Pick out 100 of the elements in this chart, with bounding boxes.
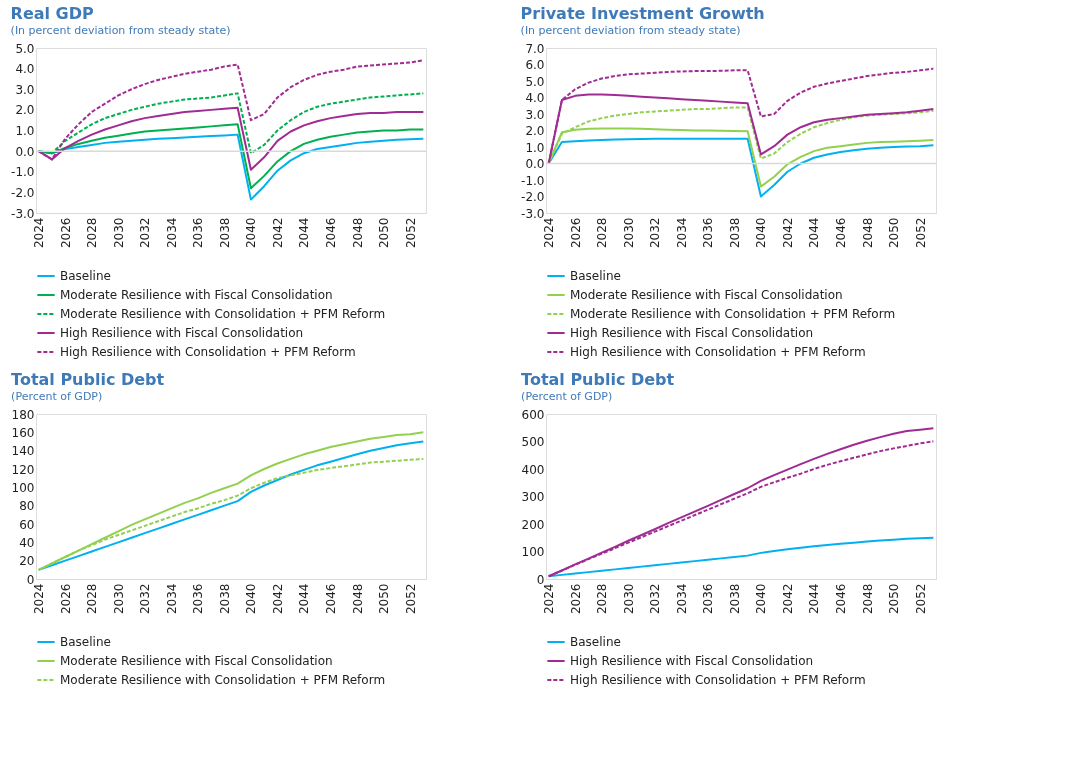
- x-tick-label: 2038: [727, 583, 742, 615]
- y-tick-label: -2.0: [521, 190, 545, 204]
- x-tick-label: 2050: [377, 217, 392, 249]
- x-tick-label: 2038: [727, 217, 742, 249]
- x-tick-label: 2046: [323, 583, 338, 615]
- chart-subtitle: (Percent of GDP): [11, 390, 103, 403]
- x-tick-label: 2026: [568, 583, 583, 615]
- x-tick-label: 2026: [568, 217, 583, 249]
- legend-label: Baseline: [570, 635, 621, 649]
- y-tick-label: 2.0: [15, 103, 35, 118]
- x-tick-label: 2040: [244, 217, 259, 249]
- x-tick-label: 2032: [648, 583, 663, 615]
- y-tick-label: 1.0: [525, 140, 545, 155]
- y-tick-label: 6.0: [525, 58, 545, 72]
- y-tick-label: 4.0: [525, 91, 545, 105]
- y-tick-label: 400: [521, 462, 545, 477]
- x-tick-label: 2044: [807, 217, 822, 249]
- y-tick-label: 1.0: [15, 124, 35, 138]
- x-tick-label: 2036: [191, 583, 206, 615]
- y-tick-label: 80: [19, 499, 35, 514]
- y-tick-label: 2.0: [525, 124, 545, 138]
- x-tick-label: 2050: [377, 583, 392, 615]
- legend-label: High Resilience with Fiscal Consolidation: [570, 326, 814, 340]
- x-tick-label: 2046: [323, 217, 338, 249]
- x-tick-label: 2032: [138, 217, 153, 249]
- x-tick-label: 2042: [270, 217, 285, 249]
- x-tick-label: 2028: [595, 217, 610, 249]
- legend-label: High Resilience with Fiscal Consolidation: [60, 326, 304, 340]
- x-tick-label: 2042: [780, 583, 795, 615]
- x-tick-label: 2048: [860, 583, 875, 615]
- x-tick-label: 2024: [542, 583, 557, 615]
- y-tick-label: 3.0: [525, 107, 545, 122]
- x-tick-label: 2038: [217, 217, 232, 249]
- legend-label: High Resilience with Fiscal Consolidation: [570, 654, 814, 668]
- legend-label: Moderate Resilience with Consolidation + PFM Reform: [60, 673, 386, 687]
- y-tick-label: 0.0: [15, 144, 35, 159]
- y-tick-label: 20: [19, 554, 35, 569]
- x-tick-label: 2024: [542, 217, 557, 249]
- y-tick-label: -1.0: [11, 165, 35, 180]
- y-tick-label: 4.0: [15, 62, 35, 77]
- x-tick-label: 2032: [648, 217, 663, 249]
- y-tick-label: 100: [521, 545, 545, 559]
- x-tick-label: 2048: [860, 217, 875, 249]
- x-tick-label: 2030: [621, 583, 636, 615]
- x-tick-label: 2034: [164, 583, 179, 615]
- legend-label: Moderate Resilience with Fiscal Consolidation: [570, 288, 843, 302]
- x-tick-label: 2028: [595, 583, 610, 615]
- x-tick-label: 2038: [217, 583, 232, 615]
- legend-label: High Resilience with Consolidation + PFM Reform: [60, 345, 356, 359]
- x-tick-label: 2026: [58, 217, 73, 249]
- x-tick-label: 2050: [887, 583, 902, 615]
- y-tick-label: 40: [19, 535, 35, 550]
- y-tick-label: 60: [19, 517, 35, 532]
- x-tick-label: 2030: [111, 583, 126, 615]
- x-tick-label: 2040: [754, 217, 769, 249]
- x-tick-label: 2040: [754, 583, 769, 615]
- y-tick-label: 3.0: [15, 82, 35, 97]
- x-tick-label: 2024: [32, 217, 47, 249]
- y-tick-label: 300: [521, 490, 545, 504]
- y-tick-label: 100: [11, 480, 35, 495]
- legend-label: Baseline: [60, 269, 111, 283]
- chart-subtitle: (In percent deviation from steady state): [520, 24, 741, 37]
- legend-label: Moderate Resilience with Fiscal Consolidation: [60, 654, 333, 668]
- x-tick-label: 2034: [164, 217, 179, 249]
- x-tick-label: 2052: [913, 583, 928, 615]
- x-tick-label: 2032: [138, 583, 153, 615]
- chart-title: Total Public Debt: [11, 370, 165, 389]
- y-tick-label: 160: [11, 425, 35, 440]
- y-tick-label: 0: [536, 572, 545, 587]
- x-tick-label: 2046: [833, 583, 848, 615]
- y-tick-label: 5.0: [525, 74, 545, 89]
- y-tick-label: 0: [26, 572, 35, 587]
- legend-label: High Resilience with Consolidation + PFM Reform: [570, 673, 866, 687]
- x-tick-label: 2050: [887, 217, 902, 249]
- y-tick-label: 0.0: [525, 157, 545, 171]
- y-tick-label: 7.0: [525, 41, 545, 56]
- x-tick-label: 2052: [403, 217, 418, 249]
- chart-title: Private Investment Growth: [520, 4, 765, 23]
- y-tick-label: 200: [521, 517, 545, 532]
- y-tick-label: 180: [11, 407, 35, 422]
- y-tick-label: 120: [11, 462, 35, 477]
- x-tick-label: 2042: [270, 583, 285, 615]
- x-tick-label: 2026: [58, 583, 73, 615]
- x-tick-label: 2030: [621, 217, 636, 249]
- x-tick-label: 2048: [350, 217, 365, 249]
- x-tick-label: 2036: [701, 583, 716, 615]
- x-tick-label: 2044: [297, 217, 312, 249]
- x-tick-label: 2034: [674, 583, 689, 615]
- y-tick-label: -2.0: [11, 185, 35, 200]
- chart-title: Real GDP: [10, 4, 95, 23]
- x-tick-label: 2052: [913, 217, 928, 249]
- chart-title: Total Public Debt: [521, 370, 675, 389]
- x-tick-label: 2044: [807, 583, 822, 615]
- chart-subtitle: (Percent of GDP): [521, 390, 613, 403]
- x-tick-label: 2036: [191, 217, 206, 249]
- x-tick-label: 2046: [833, 217, 848, 249]
- x-tick-label: 2034: [674, 217, 689, 249]
- x-tick-label: 2048: [350, 583, 365, 615]
- legend-label: High Resilience with Consolidation + PFM Reform: [570, 345, 866, 359]
- y-tick-label: -1.0: [521, 173, 545, 188]
